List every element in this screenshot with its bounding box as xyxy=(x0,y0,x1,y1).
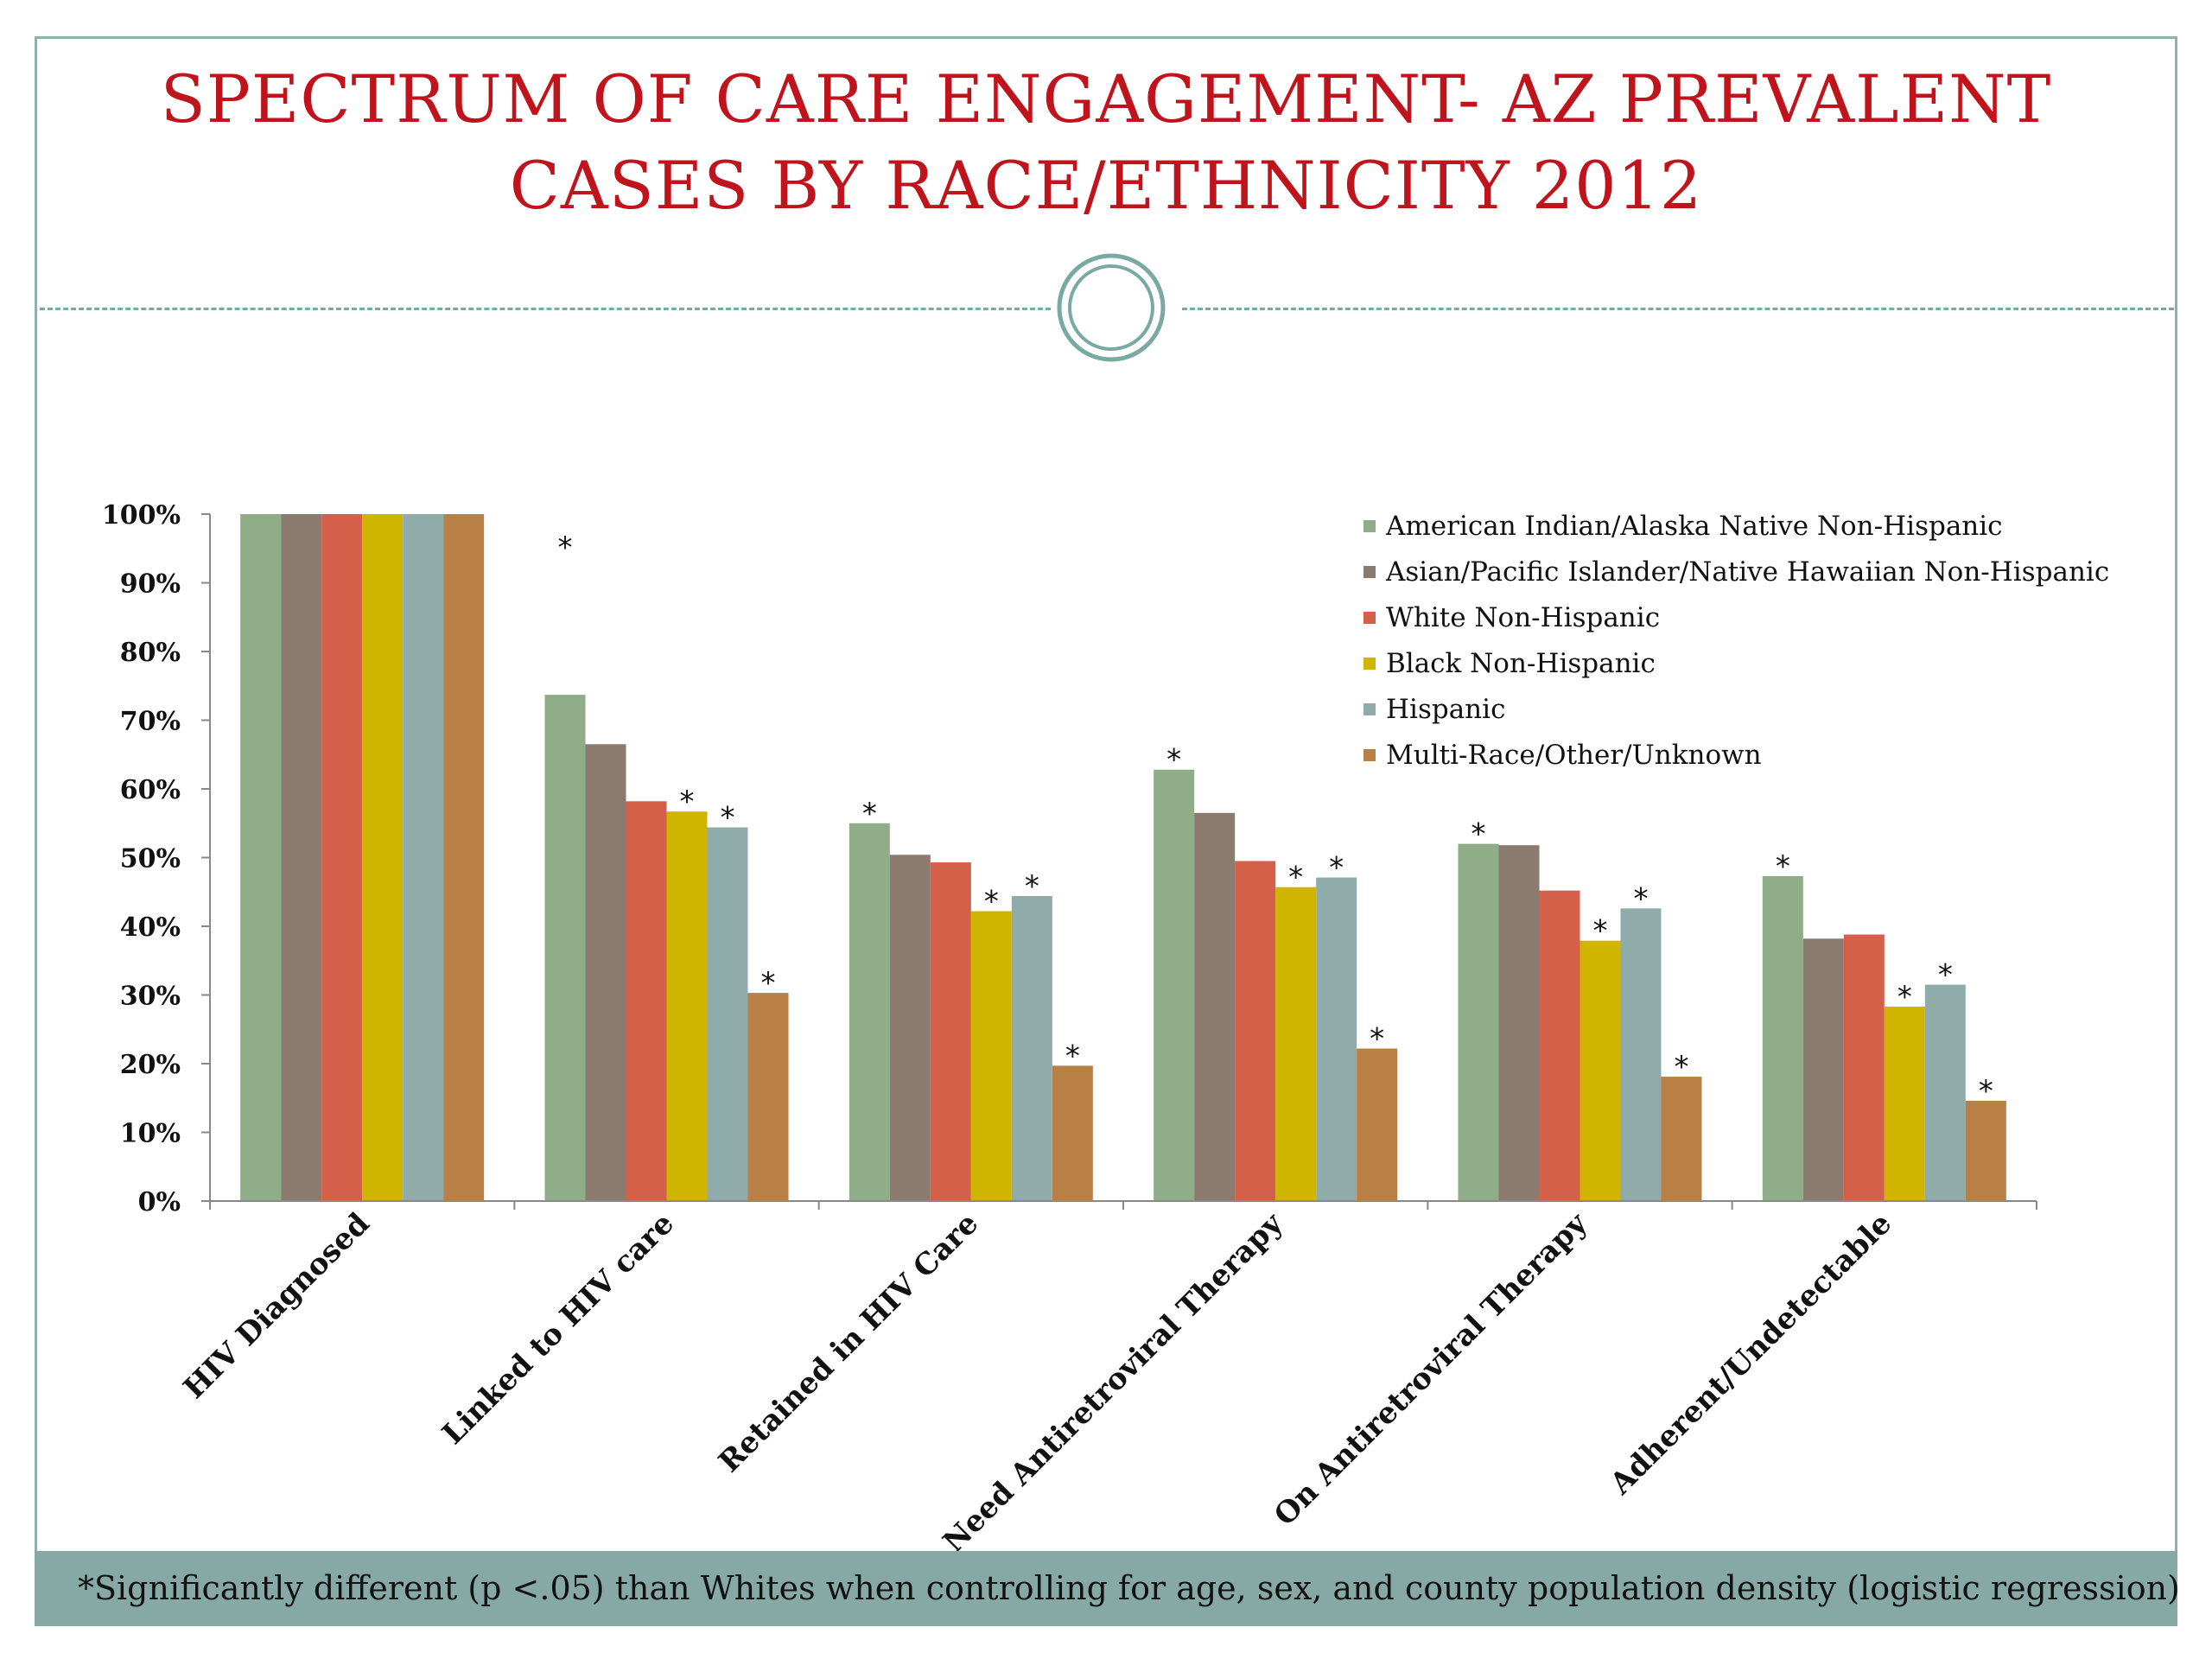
bar xyxy=(1884,1007,1925,1201)
significance-marker: * xyxy=(721,801,735,836)
bar xyxy=(1316,877,1357,1201)
y-tick-label: 50% xyxy=(120,844,181,874)
significance-marker: * xyxy=(1593,914,1608,949)
x-tick-label: Linked to HIV care xyxy=(435,1206,681,1452)
title-divider-left xyxy=(40,308,1051,310)
bar xyxy=(626,801,667,1201)
significance-marker: * xyxy=(1471,817,1486,852)
bar xyxy=(403,514,444,1201)
bar xyxy=(443,514,485,1201)
footnote: *Significantly different (p <.05) than W… xyxy=(78,1569,2180,1607)
significance-marker: * xyxy=(984,885,999,919)
bar xyxy=(362,514,404,1201)
y-tick-label: 40% xyxy=(120,912,181,943)
legend-label: Hispanic xyxy=(1386,694,1505,725)
y-tick-label: 100% xyxy=(102,500,181,531)
bar xyxy=(1539,890,1580,1201)
bar xyxy=(1762,875,1803,1201)
significance-marker: * xyxy=(1634,881,1649,916)
significance-marker: * xyxy=(1938,958,1953,993)
bar xyxy=(747,993,789,1201)
bar xyxy=(1620,908,1662,1201)
bar xyxy=(1924,984,1966,1201)
legend-swatch xyxy=(1363,658,1376,670)
significance-marker: * xyxy=(1979,1074,1993,1109)
significance-marker: * xyxy=(761,966,776,1001)
bar xyxy=(970,911,1012,1201)
bar xyxy=(666,811,708,1201)
significance-marker: * xyxy=(558,531,573,565)
bar xyxy=(1661,1077,1702,1201)
legend-label: American Indian/Alaska Native Non-Hispan… xyxy=(1385,511,2003,542)
bar xyxy=(281,514,322,1201)
significance-marker: * xyxy=(1897,980,1912,1014)
significance-marker: * xyxy=(1776,849,1790,884)
x-tick-label: Retained in HIV Care xyxy=(712,1206,985,1479)
significance-marker: * xyxy=(1166,743,1181,778)
y-tick-label: 80% xyxy=(120,638,181,668)
bar xyxy=(544,695,586,1201)
y-tick-label: 0% xyxy=(138,1187,181,1217)
bar xyxy=(585,744,626,1201)
legend-label: Multi-Race/Other/Unknown xyxy=(1386,740,1762,771)
x-tick-label: HIV Diagnosed xyxy=(177,1206,377,1406)
significance-marker: * xyxy=(1329,851,1344,886)
significance-marker: * xyxy=(1675,1050,1689,1084)
bar xyxy=(1580,940,1621,1201)
divider-ornament-icon xyxy=(1057,253,1166,362)
bar xyxy=(1458,843,1499,1201)
significance-marker: * xyxy=(1025,869,1039,904)
bar xyxy=(1357,1048,1398,1201)
x-tick-label: Need Antiretroviral Therapy xyxy=(937,1205,1291,1560)
bar xyxy=(1052,1065,1093,1201)
bar xyxy=(1275,887,1317,1201)
title-divider-right xyxy=(1182,308,2174,310)
legend-swatch xyxy=(1363,520,1376,532)
bar xyxy=(1843,934,1885,1201)
legend-label: White Non-Hispanic xyxy=(1386,602,1660,633)
x-tick-label: On Antiretroviral Therapy xyxy=(1268,1205,1595,1533)
significance-marker: * xyxy=(862,797,877,831)
bar xyxy=(1235,861,1276,1201)
y-tick-label: 90% xyxy=(120,569,181,600)
legend-label: Black Non-Hispanic xyxy=(1386,648,1656,679)
legend-swatch xyxy=(1363,703,1376,715)
y-tick-label: 70% xyxy=(120,707,181,737)
significance-marker: * xyxy=(680,785,695,819)
bar xyxy=(1194,812,1236,1201)
y-tick-label: 60% xyxy=(120,775,181,805)
bar xyxy=(1802,938,1844,1201)
y-tick-label: 10% xyxy=(120,1119,181,1149)
significance-marker: * xyxy=(1370,1022,1384,1057)
x-tick-label: Adherent/Undetectable xyxy=(1603,1206,1898,1502)
y-tick-label: 30% xyxy=(120,982,181,1012)
bar xyxy=(1154,769,1195,1201)
bar xyxy=(1965,1100,2006,1201)
significance-marker: * xyxy=(1065,1039,1080,1073)
legend-swatch xyxy=(1363,749,1376,761)
footnote-band xyxy=(35,1551,2177,1626)
legend-swatch xyxy=(1363,612,1376,624)
slide-title: SPECTRUM OF CARE ENGAGEMENT- AZ PREVALEN… xyxy=(160,60,2052,224)
legend-swatch xyxy=(1363,566,1376,578)
bar xyxy=(1498,845,1540,1201)
bar xyxy=(707,827,748,1201)
bar xyxy=(321,514,363,1201)
y-tick-label: 20% xyxy=(120,1050,181,1080)
bar xyxy=(849,823,890,1201)
significance-marker: * xyxy=(1288,861,1303,895)
legend-label: Asian/Pacific Islander/Native Hawaiian N… xyxy=(1385,556,2109,588)
bar xyxy=(1011,896,1052,1201)
bar xyxy=(889,855,931,1201)
bar xyxy=(930,862,971,1201)
bar xyxy=(240,514,282,1201)
